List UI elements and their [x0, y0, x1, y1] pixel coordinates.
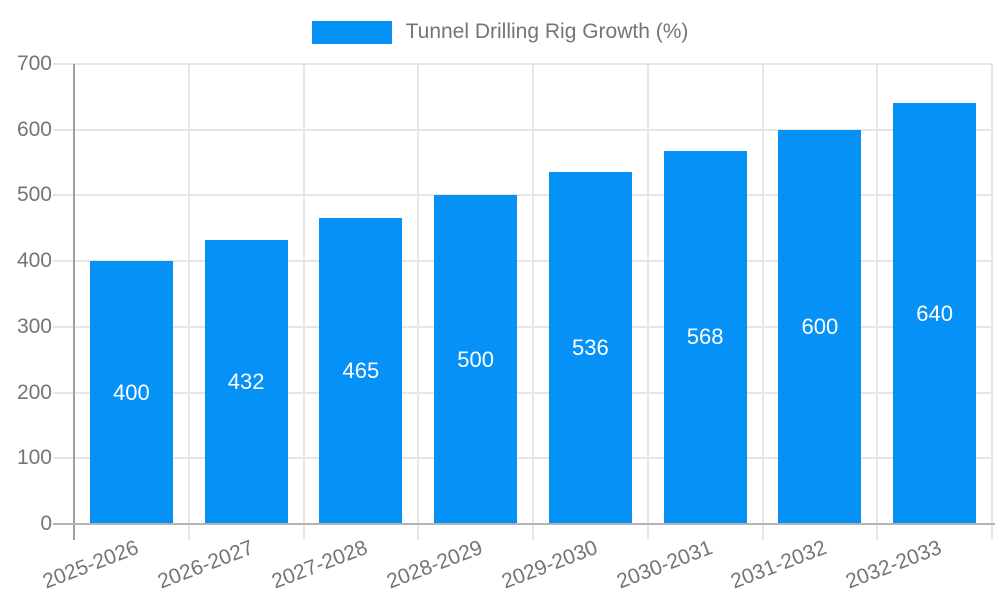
- legend-label: Tunnel Drilling Rig Growth (%): [405, 20, 689, 43]
- bar-value-label: 432: [227, 369, 265, 395]
- y-tick-label: 100: [16, 446, 52, 470]
- gridline-horizontal: [53, 391, 992, 394]
- gridline-vertical: [302, 64, 305, 540]
- gridline-vertical: [417, 64, 420, 540]
- x-tick-label: 2027-2028: [269, 536, 372, 594]
- bar-2028-2029: 500: [434, 195, 518, 524]
- bar-value-label: 465: [342, 358, 380, 384]
- y-tick-label: 0: [40, 512, 52, 535]
- x-tick-label: 2026-2027: [154, 536, 257, 594]
- gridline-horizontal: [53, 260, 992, 263]
- y-axis-line: [73, 64, 75, 540]
- bar-2030-2031: 568: [663, 150, 747, 524]
- bar-2032-2033: 640: [893, 103, 977, 524]
- gridline-vertical: [532, 64, 534, 540]
- x-tick-label: 2029-2030: [498, 536, 601, 594]
- y-tick-label: 500: [16, 183, 52, 207]
- y-tick-label: 200: [16, 380, 52, 404]
- gridline-vertical: [761, 64, 764, 540]
- bar-value-label: 500: [457, 346, 494, 372]
- x-axis-line: [53, 523, 995, 525]
- bar-2029-2030: 536: [548, 171, 632, 524]
- gridline-vertical: [187, 64, 190, 540]
- gridline-horizontal: [53, 128, 992, 131]
- gridline-horizontal: [53, 63, 992, 65]
- bar-2025-2026: 400: [89, 261, 173, 524]
- gridline-horizontal: [53, 325, 992, 328]
- x-tick-label: 2031-2032: [728, 536, 831, 594]
- bar-value-label: 536: [572, 334, 609, 360]
- bar-2026-2027: 432: [204, 240, 288, 524]
- y-tick-label: 300: [16, 314, 52, 338]
- y-tick-label: 700: [16, 52, 52, 75]
- bar-value-label: 568: [686, 324, 724, 350]
- gridline-vertical: [991, 64, 993, 540]
- bar-2031-2032: 600: [778, 129, 862, 524]
- x-tick-label: 2030-2031: [613, 536, 716, 594]
- gridline-horizontal: [53, 194, 992, 197]
- gridline-vertical: [876, 64, 879, 540]
- bar-value-label: 640: [916, 300, 953, 326]
- x-tick-label: 2028-2029: [383, 536, 486, 594]
- bar-2027-2028: 465: [319, 218, 403, 524]
- bar-value-label: 600: [801, 313, 839, 339]
- y-tick-label: 600: [16, 117, 52, 141]
- x-tick-label: 2025-2026: [39, 536, 142, 594]
- bar-value-label: 400: [113, 379, 150, 405]
- x-tick-label: 2032-2033: [842, 536, 945, 594]
- legend-item[interactable]: Tunnel Drilling Rig Growth (%): [0, 16, 1000, 48]
- gridline-vertical: [646, 64, 649, 540]
- legend-swatch: [311, 20, 392, 44]
- gridline-horizontal: [53, 457, 992, 460]
- y-tick-label: 400: [16, 249, 52, 273]
